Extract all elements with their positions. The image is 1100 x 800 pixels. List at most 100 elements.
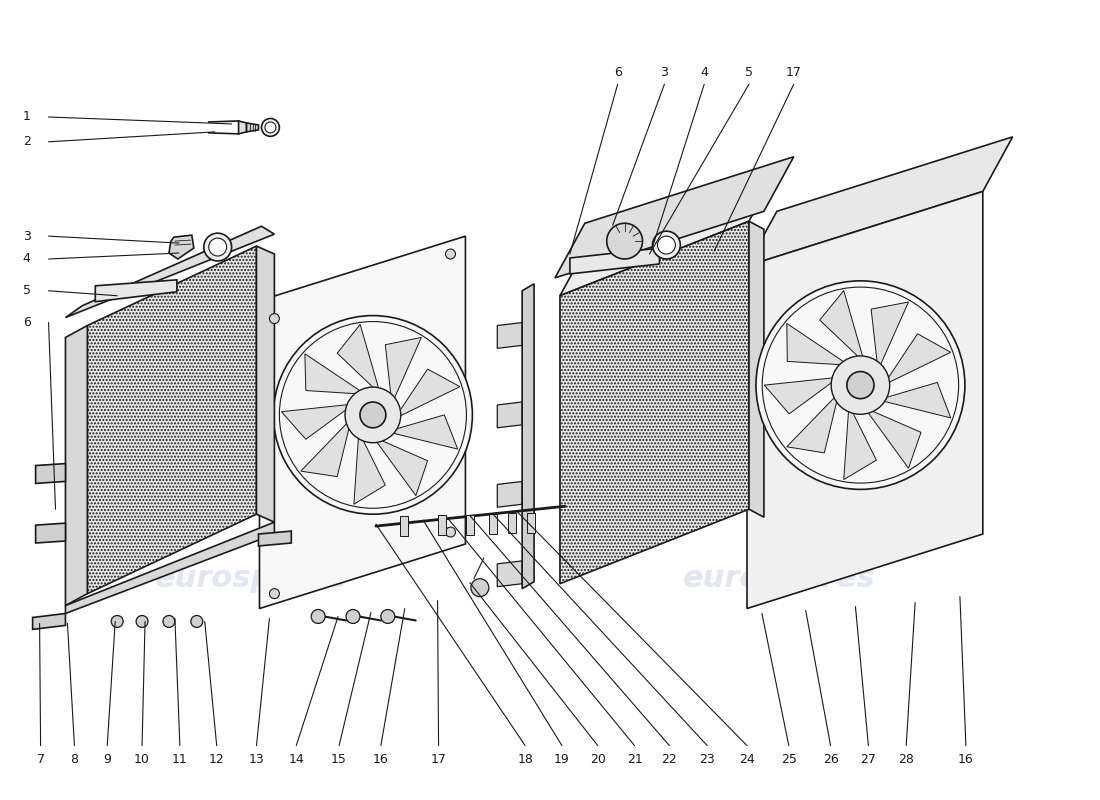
Text: 15: 15 xyxy=(331,753,346,766)
Polygon shape xyxy=(747,137,1013,266)
Circle shape xyxy=(346,610,360,623)
Circle shape xyxy=(111,615,123,627)
Polygon shape xyxy=(764,378,839,414)
Text: 17: 17 xyxy=(785,66,802,78)
Text: 16: 16 xyxy=(958,753,974,766)
Text: 18: 18 xyxy=(517,753,534,766)
Text: 25: 25 xyxy=(781,753,796,766)
Polygon shape xyxy=(497,402,522,428)
Polygon shape xyxy=(96,280,177,302)
Text: 21: 21 xyxy=(627,753,642,766)
Circle shape xyxy=(190,615,202,627)
Text: 16: 16 xyxy=(373,753,388,766)
Text: 27: 27 xyxy=(860,753,877,766)
Circle shape xyxy=(265,122,276,133)
Polygon shape xyxy=(497,561,522,586)
Circle shape xyxy=(446,527,455,537)
Polygon shape xyxy=(300,418,351,477)
Circle shape xyxy=(204,233,232,261)
Polygon shape xyxy=(35,463,66,483)
Polygon shape xyxy=(33,614,66,630)
Polygon shape xyxy=(497,322,522,348)
Polygon shape xyxy=(508,514,516,534)
Circle shape xyxy=(274,315,472,514)
Polygon shape xyxy=(749,222,763,517)
Polygon shape xyxy=(438,515,446,535)
Polygon shape xyxy=(490,514,497,534)
Circle shape xyxy=(607,223,642,259)
Circle shape xyxy=(311,610,326,623)
Polygon shape xyxy=(66,226,274,318)
Text: 22: 22 xyxy=(661,753,678,766)
Text: 19: 19 xyxy=(554,753,570,766)
Polygon shape xyxy=(282,404,354,439)
Polygon shape xyxy=(338,325,381,394)
Circle shape xyxy=(381,610,395,623)
Circle shape xyxy=(360,402,386,428)
Polygon shape xyxy=(66,326,87,606)
Text: 7: 7 xyxy=(36,753,45,766)
Polygon shape xyxy=(556,157,794,278)
Text: 12: 12 xyxy=(209,753,224,766)
Polygon shape xyxy=(570,248,659,274)
Text: 3: 3 xyxy=(660,66,669,78)
Text: eurospares: eurospares xyxy=(155,564,348,594)
Polygon shape xyxy=(169,235,194,259)
Text: 4: 4 xyxy=(23,253,31,266)
Circle shape xyxy=(270,314,279,323)
Polygon shape xyxy=(560,222,749,584)
Text: eurospares: eurospares xyxy=(129,311,374,350)
Polygon shape xyxy=(400,516,408,536)
Circle shape xyxy=(209,238,227,256)
Text: 4: 4 xyxy=(701,66,708,78)
Text: 24: 24 xyxy=(739,753,755,766)
Polygon shape xyxy=(66,522,274,614)
Polygon shape xyxy=(786,323,849,366)
Text: 1: 1 xyxy=(23,110,31,123)
Text: 20: 20 xyxy=(590,753,606,766)
Polygon shape xyxy=(239,121,246,134)
Polygon shape xyxy=(385,338,421,404)
Polygon shape xyxy=(35,523,66,543)
Text: eurospares: eurospares xyxy=(682,564,876,594)
Polygon shape xyxy=(497,482,522,507)
Text: 2: 2 xyxy=(23,135,31,148)
Polygon shape xyxy=(387,415,458,449)
Circle shape xyxy=(652,231,680,259)
Text: 9: 9 xyxy=(103,753,111,766)
Text: 14: 14 xyxy=(288,753,305,766)
Polygon shape xyxy=(786,393,839,453)
Text: 3: 3 xyxy=(23,230,31,242)
Text: 5: 5 xyxy=(23,284,31,298)
Polygon shape xyxy=(87,246,256,594)
Circle shape xyxy=(345,387,400,442)
Polygon shape xyxy=(527,513,535,533)
Circle shape xyxy=(847,371,874,398)
Circle shape xyxy=(471,578,488,597)
Polygon shape xyxy=(258,531,292,546)
Polygon shape xyxy=(373,437,428,495)
Text: 17: 17 xyxy=(430,753,447,766)
Polygon shape xyxy=(354,432,385,504)
Circle shape xyxy=(446,249,455,259)
Polygon shape xyxy=(820,290,865,362)
Polygon shape xyxy=(246,123,258,132)
Text: 11: 11 xyxy=(172,753,188,766)
Text: 6: 6 xyxy=(614,66,622,78)
Polygon shape xyxy=(844,405,877,479)
Text: 23: 23 xyxy=(700,753,715,766)
Polygon shape xyxy=(256,246,274,522)
Polygon shape xyxy=(522,284,535,589)
Polygon shape xyxy=(871,302,909,370)
Polygon shape xyxy=(747,191,982,609)
Polygon shape xyxy=(305,354,365,394)
Text: eurospares: eurospares xyxy=(656,311,902,350)
Polygon shape xyxy=(466,514,474,534)
Text: 28: 28 xyxy=(899,753,914,766)
Polygon shape xyxy=(878,382,950,418)
Polygon shape xyxy=(395,369,460,418)
Circle shape xyxy=(136,615,149,627)
Circle shape xyxy=(832,356,890,414)
Text: 6: 6 xyxy=(23,316,31,329)
Polygon shape xyxy=(260,236,465,609)
